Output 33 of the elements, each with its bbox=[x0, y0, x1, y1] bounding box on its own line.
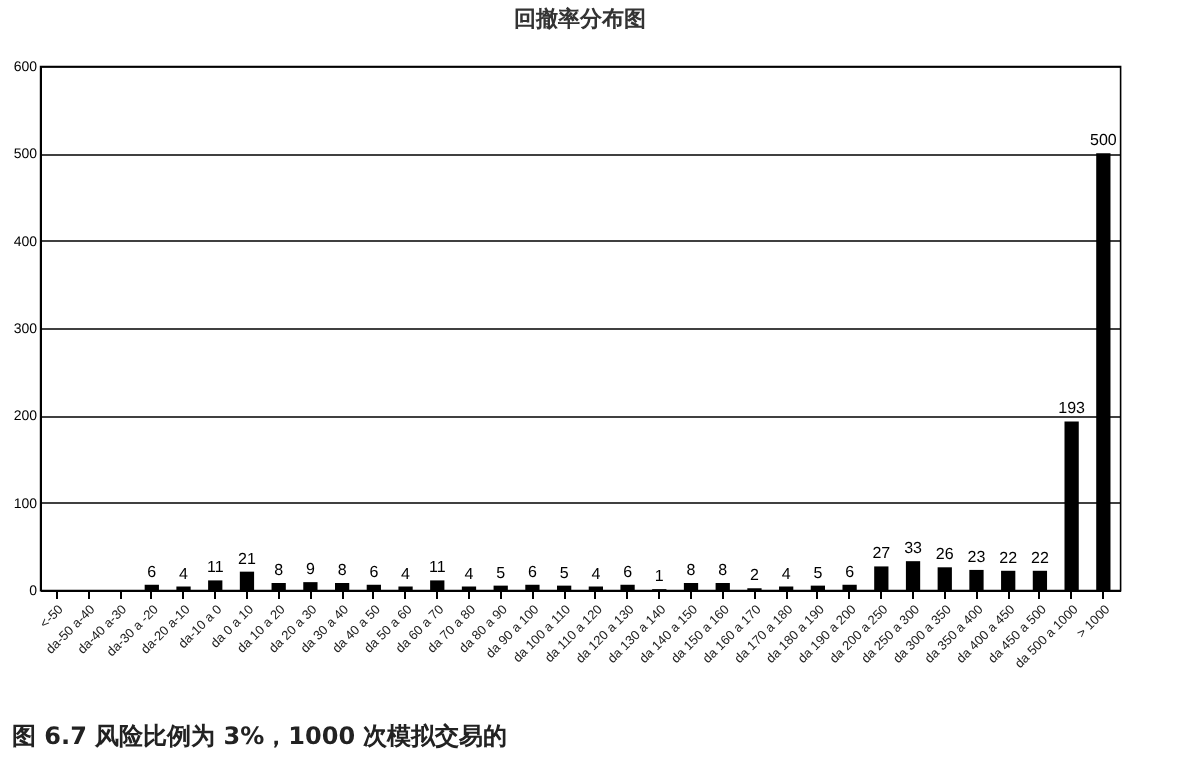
data-label: 500 bbox=[1089, 131, 1118, 150]
data-label: 5 bbox=[559, 563, 570, 582]
data-label: 4 bbox=[179, 564, 190, 583]
data-label: 21 bbox=[238, 549, 257, 568]
data-label: 9 bbox=[305, 560, 316, 579]
caption: 图 6.7 风险比例为 3%，1000 次模拟交易的 bbox=[12, 720, 508, 754]
data-label: 8 bbox=[718, 561, 729, 580]
data-label: 1 bbox=[654, 567, 665, 586]
data-label: 6 bbox=[369, 562, 380, 581]
data-label: 8 bbox=[686, 561, 697, 580]
data-label: 5 bbox=[813, 563, 824, 582]
data-label: 4 bbox=[781, 564, 792, 583]
data-label: 8 bbox=[274, 561, 285, 580]
data-label: 33 bbox=[904, 539, 924, 558]
data-label: 8 bbox=[337, 561, 348, 580]
data-label: 6 bbox=[623, 562, 634, 581]
data-label: 6 bbox=[147, 562, 158, 581]
data-label: 11 bbox=[428, 558, 447, 577]
data-label: 23 bbox=[967, 547, 987, 566]
data-label: 5 bbox=[496, 563, 507, 582]
data-label: 22 bbox=[1031, 548, 1050, 567]
data-label: 4 bbox=[464, 564, 475, 583]
data-label: 4 bbox=[401, 564, 412, 583]
data-label: 4 bbox=[591, 564, 602, 583]
data-label: 2 bbox=[750, 566, 760, 585]
data-label: 26 bbox=[935, 545, 955, 564]
data-label: 11 bbox=[206, 558, 225, 577]
data-label: 22 bbox=[999, 548, 1019, 567]
chart-title: 回撤率分布图 bbox=[514, 6, 646, 32]
data-label: 6 bbox=[527, 562, 538, 581]
data-label: 27 bbox=[872, 544, 892, 563]
data-label: 6 bbox=[845, 562, 856, 581]
data-label: 193 bbox=[1058, 399, 1087, 418]
